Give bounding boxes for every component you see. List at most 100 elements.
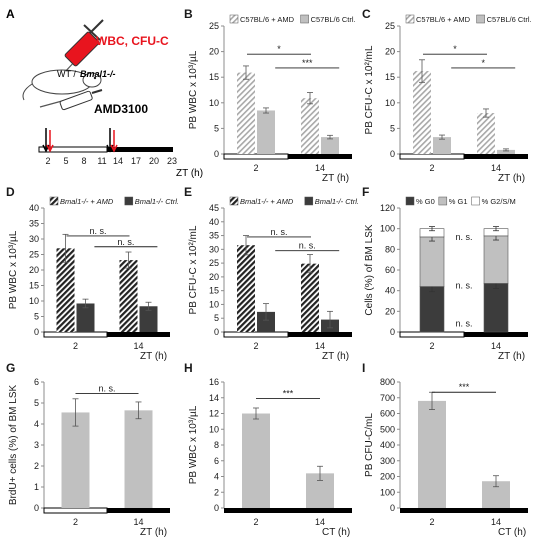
x-axis-label: ZT (h) [322, 351, 349, 362]
significance-label: n. s. [455, 281, 472, 291]
x-axis-label: ZT (h) [498, 173, 525, 184]
legend-swatch [124, 196, 134, 206]
y-tick-label: 35 [29, 219, 39, 229]
significance-label: * [481, 58, 485, 68]
panel-e-chart: E 0 5 10 15 20 25 30 35 40 45 PB CFU-C x 10²/mL 2 14Z… [184, 185, 359, 362]
panel-letter: G [6, 361, 15, 375]
y-tick-label: 0 [34, 327, 39, 337]
arrow-red-head [110, 144, 118, 153]
legend-swatch [229, 14, 239, 24]
y-tick-label: 15 [209, 286, 219, 296]
y-tick-label: 15 [29, 281, 39, 291]
y-tick-label: 120 [380, 203, 395, 213]
x-tick-label: 14 [315, 517, 325, 527]
x-tick-label: 14 [133, 517, 143, 527]
timeline-tick: 2 [45, 156, 50, 166]
y-tick-label: 15 [385, 72, 395, 82]
y-tick-label: 0 [214, 327, 219, 337]
legend-label: Bmal1-/- Ctrl. [315, 197, 359, 206]
y-axis-label: PB CFU-C/mL [364, 413, 375, 477]
legend-swatch [405, 14, 415, 24]
night-bar [288, 154, 352, 159]
y-axis-label: PB WBC x 10³/µL [188, 405, 199, 484]
night-bar [107, 508, 170, 513]
significance-label: n. s. [270, 227, 287, 237]
panel-letter: F [362, 185, 369, 199]
significance-label: * [277, 44, 281, 54]
panel-letter: I [362, 361, 365, 375]
legend-swatch [471, 196, 480, 206]
bar-2 [257, 311, 275, 332]
night-bar [224, 508, 352, 513]
bar-2 [483, 235, 509, 284]
bar-2 [433, 137, 451, 154]
panel-letter-a: A [6, 7, 15, 21]
legend: C57BL/6 + AMD C57BL/6 Ctrl. [229, 14, 356, 24]
bar-1 [119, 260, 138, 332]
legend: % G0 % G1 % G2/S/M [405, 196, 516, 206]
legend: C57BL/6 + AMD C57BL/6 Ctrl. [405, 14, 532, 24]
x-tick-label: 2 [429, 163, 434, 173]
bar-1 [477, 113, 495, 154]
legend-label: Bmal1-/- + AMD [240, 197, 294, 206]
x-tick-label: 2 [429, 341, 434, 351]
y-tick-label: 25 [29, 250, 39, 260]
panel-f-chart: F 0 20 40 60 80 100 120 Cells (%) of BM LSK 2 14ZT… [362, 185, 528, 362]
x-tick-label: 14 [133, 341, 143, 351]
x-tick-label: 2 [73, 341, 78, 351]
x-tick-label: 14 [491, 341, 501, 351]
y-tick-label: 5 [390, 123, 395, 133]
panel-letter: B [184, 7, 193, 21]
y-tick-label: 20 [385, 306, 395, 316]
y-tick-label: 12 [209, 409, 219, 419]
syringe-icon [47, 19, 104, 91]
significance-label: n. s. [117, 237, 134, 247]
y-tick-label: 0 [34, 503, 39, 513]
day-bar [399, 153, 465, 160]
significance-label: n. s. [299, 241, 316, 251]
bar-1 [301, 263, 319, 332]
mouse-genotype-bmal1: Bmal1-/- [80, 69, 116, 79]
panel-i-chart: I 0 100 200 300 400 500 600 700 800 PB CFU-C/mL 2 14… [362, 361, 528, 538]
legend: Bmal1-/- + AMD Bmal1-/- Ctrl. [49, 196, 179, 206]
y-tick-label: 25 [209, 258, 219, 268]
y-tick-label: 25 [385, 21, 395, 31]
legend-label: C57BL/6 Ctrl. [487, 15, 532, 24]
bar-2 [321, 137, 339, 154]
y-tick-label: 20 [29, 265, 39, 275]
y-tick-label: 0 [214, 503, 219, 513]
bar-2 [76, 303, 95, 332]
night-bar [107, 332, 170, 337]
panel-letter: C [362, 7, 371, 21]
y-tick-label: 5 [34, 312, 39, 322]
y-tick-label: 500 [380, 424, 395, 434]
y-tick-label: 60 [385, 265, 395, 275]
day-bar [43, 331, 108, 338]
significance-label: *** [459, 382, 470, 392]
y-tick-label: 6 [214, 456, 219, 466]
timeline-tick: 14 [113, 156, 123, 166]
x-tick-label: 2 [73, 517, 78, 527]
y-tick-label: 40 [385, 286, 395, 296]
mouse-genotype-wt: WT / [57, 69, 76, 79]
night-bar [464, 332, 528, 337]
y-tick-label: 4 [214, 472, 219, 482]
x-axis-label: ZT (h) [322, 173, 349, 184]
legend: Bmal1-/- + AMD Bmal1-/- Ctrl. [229, 196, 359, 206]
legend-swatch [304, 196, 314, 206]
night-bar [400, 508, 528, 513]
y-tick-label: 10 [209, 299, 219, 309]
y-tick-label: 2 [214, 487, 219, 497]
y-tick-label: 3 [34, 440, 39, 450]
bar-1 [419, 286, 445, 333]
y-tick-label: 8 [214, 440, 219, 450]
timeline-tick: 5 [63, 156, 68, 166]
y-tick-label: 40 [209, 217, 219, 227]
legend-label: % G1 [449, 197, 468, 206]
legend-swatch [300, 14, 309, 24]
day-bar [399, 331, 465, 338]
x-axis-label: ZT (h) [140, 527, 167, 538]
